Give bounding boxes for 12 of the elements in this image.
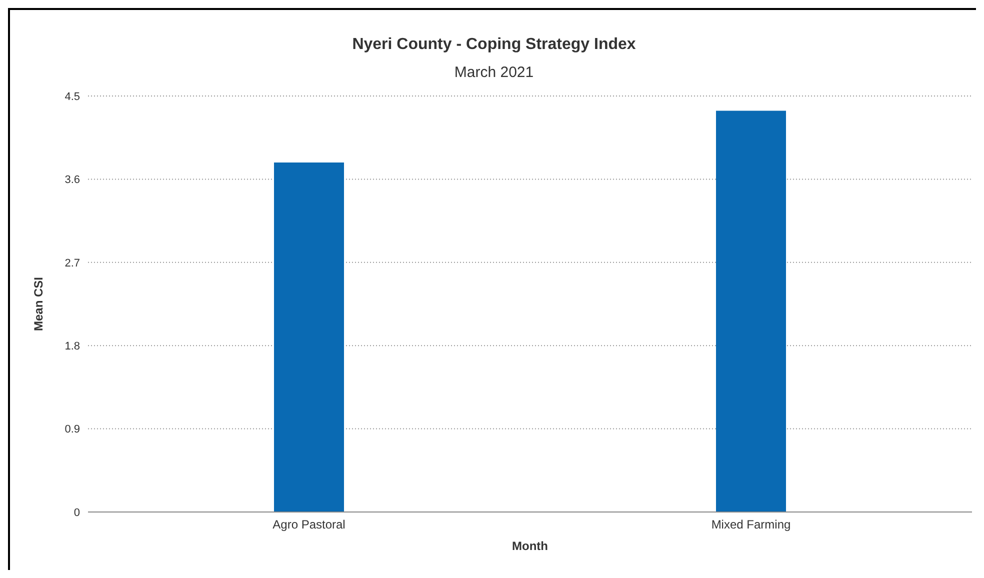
y-tick-label: 1.8 (64, 340, 80, 353)
y-tick-label: 4.5 (64, 90, 80, 103)
y-tick-label: 0 (74, 506, 80, 519)
y-tick-label: 3.6 (64, 174, 80, 186)
chart-title: Nyeri County - Coping Strategy Index (351, 36, 637, 54)
chart-subtitle: March 2021 (453, 64, 535, 81)
y-axis-title: Mean CSI (31, 276, 46, 332)
y-tick-label: 2.7 (64, 257, 80, 270)
y-tick-label: 0.9 (64, 424, 80, 436)
x-tick-label: Mixed Farming (711, 518, 791, 532)
x-tick-label: Agro Pastoral (272, 518, 346, 532)
x-axis-title: Month (512, 539, 548, 553)
